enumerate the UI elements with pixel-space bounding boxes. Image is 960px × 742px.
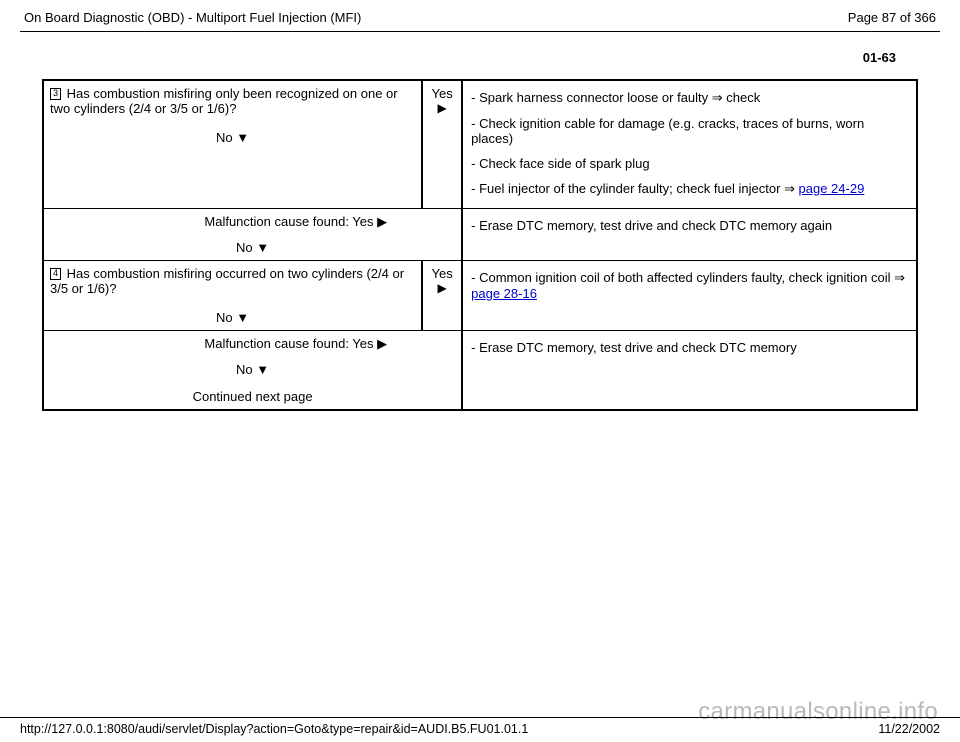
- down-arrow-icon: ▼: [256, 240, 269, 255]
- footer-date: 11/22/2002: [878, 722, 940, 736]
- right-arrow-icon: ▶: [431, 102, 453, 114]
- down-arrow-icon: ▼: [236, 310, 249, 325]
- page-link[interactable]: page 28-16: [471, 286, 537, 301]
- action-text: - Erase DTC memory, test drive and check…: [469, 336, 910, 361]
- action-text: - Erase DTC memory, test drive and check…: [469, 214, 910, 239]
- step-number: 3: [50, 88, 61, 100]
- diagnostic-table: 3 Has combustion misfiring only been rec…: [42, 79, 918, 411]
- table-row: Malfunction cause found: Yes ▶ No ▼ Cont…: [43, 331, 917, 411]
- no-label: No: [236, 362, 253, 377]
- header-rule: [20, 31, 940, 32]
- question-text: Has combustion misfiring only been recog…: [50, 86, 398, 116]
- no-label: No: [236, 240, 253, 255]
- right-arrow-icon: ▶: [377, 336, 387, 351]
- page-header: On Board Diagnostic (OBD) - Multiport Fu…: [20, 8, 940, 29]
- action-text: - Check face side of spark plug: [469, 152, 910, 177]
- table-row: 4 Has combustion misfiring occurred on t…: [43, 261, 917, 331]
- action-text: - Fuel injector of the cylinder faulty; …: [469, 177, 910, 203]
- table-row: 3 Has combustion misfiring only been rec…: [43, 80, 917, 209]
- table-row: Malfunction cause found: Yes ▶ No ▼ - Er…: [43, 209, 917, 261]
- right-arrow-icon: ▶: [377, 214, 387, 229]
- action-text: - Check ignition cable for damage (e.g. …: [469, 112, 910, 152]
- continued-text: Continued next page: [50, 389, 455, 404]
- malfunction-yes: Malfunction cause found: Yes: [204, 214, 373, 229]
- right-arrow-icon: ▶: [431, 282, 453, 294]
- no-label: No: [216, 310, 233, 325]
- action-text: - Common ignition coil of both affected …: [469, 266, 910, 307]
- section-number: 01-63: [20, 40, 940, 79]
- down-arrow-icon: ▼: [236, 130, 249, 145]
- action-text: - Spark harness connector loose or fault…: [469, 86, 910, 112]
- footer-url: http://127.0.0.1:8080/audi/servlet/Displ…: [20, 722, 528, 736]
- step-number: 4: [50, 268, 61, 280]
- down-arrow-icon: ▼: [256, 362, 269, 377]
- header-title: On Board Diagnostic (OBD) - Multiport Fu…: [24, 10, 361, 25]
- yes-label: Yes: [432, 266, 453, 281]
- page-link[interactable]: page 24-29: [799, 181, 865, 196]
- question-text: Has combustion misfiring occurred on two…: [50, 266, 404, 296]
- no-label: No: [216, 130, 233, 145]
- yes-label: Yes: [432, 86, 453, 101]
- page-footer: http://127.0.0.1:8080/audi/servlet/Displ…: [0, 717, 960, 736]
- malfunction-yes: Malfunction cause found: Yes: [204, 336, 373, 351]
- header-page: Page 87 of 366: [848, 10, 936, 25]
